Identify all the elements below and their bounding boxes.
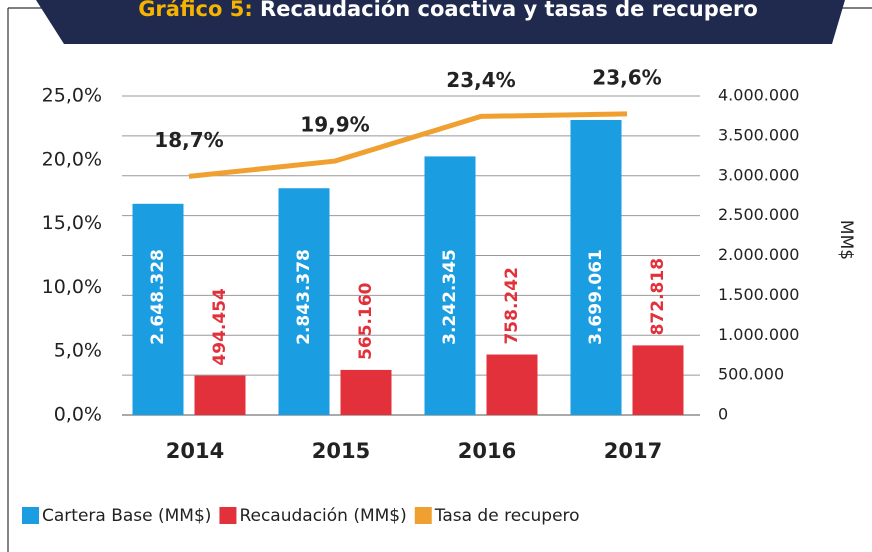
title-text: Recaudación coactiva y tasas de recupero xyxy=(260,0,758,21)
data-label: 3.699.061 xyxy=(586,249,606,345)
legend-label: Recaudación (MM$) xyxy=(239,506,406,526)
x-tick-label: 2015 xyxy=(312,439,370,463)
y2-tick-label: 2.500.000 xyxy=(718,205,799,224)
y2-tick-label: 500.000 xyxy=(718,365,784,384)
data-label: 23,4% xyxy=(446,68,515,92)
x-tick-label: 2014 xyxy=(166,439,224,463)
y2-axis-label: MM$ xyxy=(836,220,856,260)
data-label: 872.818 xyxy=(648,258,668,335)
y-tick-label: 25,0% xyxy=(42,85,102,107)
legend-swatch xyxy=(219,507,237,524)
x-tick-label: 2016 xyxy=(458,439,516,463)
y-tick-label: 15,0% xyxy=(42,212,102,234)
y2-tick-label: 3.000.000 xyxy=(718,165,799,184)
bar xyxy=(132,203,184,415)
y-tick-label: 10,0% xyxy=(42,276,102,298)
legend-label: Cartera Base (MM$) xyxy=(42,506,211,526)
legend-swatch xyxy=(414,507,432,524)
bar xyxy=(340,369,392,415)
y2-tick-label: 2.000.000 xyxy=(718,245,799,264)
data-label: 23,6% xyxy=(592,65,661,89)
y2-tick-label: 4.000.000 xyxy=(718,86,799,105)
bar xyxy=(278,188,330,415)
legend-label: Tasa de recupero xyxy=(434,506,580,526)
legend-swatch xyxy=(22,507,39,524)
x-tick-label: 2017 xyxy=(604,439,662,463)
bar xyxy=(570,119,622,416)
bar xyxy=(632,345,684,415)
bar xyxy=(424,156,476,416)
data-label: 18,7% xyxy=(154,128,223,152)
y-tick-label: 0,0% xyxy=(54,404,102,426)
data-label: 2.648.328 xyxy=(148,249,168,345)
y-tick-label: 20,0% xyxy=(42,148,102,170)
bar xyxy=(486,354,538,415)
y2-tick-label: 3.500.000 xyxy=(718,125,799,144)
data-label: 494.454 xyxy=(210,288,230,366)
data-label: 3.242.345 xyxy=(440,249,460,345)
y2-tick-label: 1.000.000 xyxy=(718,325,799,344)
chart-title: Gráfico 5: Recaudación coactiva y tasas … xyxy=(138,0,758,21)
data-label: 565.160 xyxy=(356,282,376,360)
title-label: Gráfico 5: xyxy=(138,0,253,21)
data-label: 758.242 xyxy=(502,267,522,344)
title-banner xyxy=(36,0,845,44)
y2-tick-label: 1.500.000 xyxy=(718,285,799,304)
line xyxy=(188,111,628,179)
y-tick-label: 5,0% xyxy=(54,340,102,362)
data-label: 19,9% xyxy=(300,113,369,137)
data-label: 2.843.378 xyxy=(294,249,314,345)
y2-tick-label: 0 xyxy=(718,405,728,424)
bar xyxy=(194,375,246,415)
